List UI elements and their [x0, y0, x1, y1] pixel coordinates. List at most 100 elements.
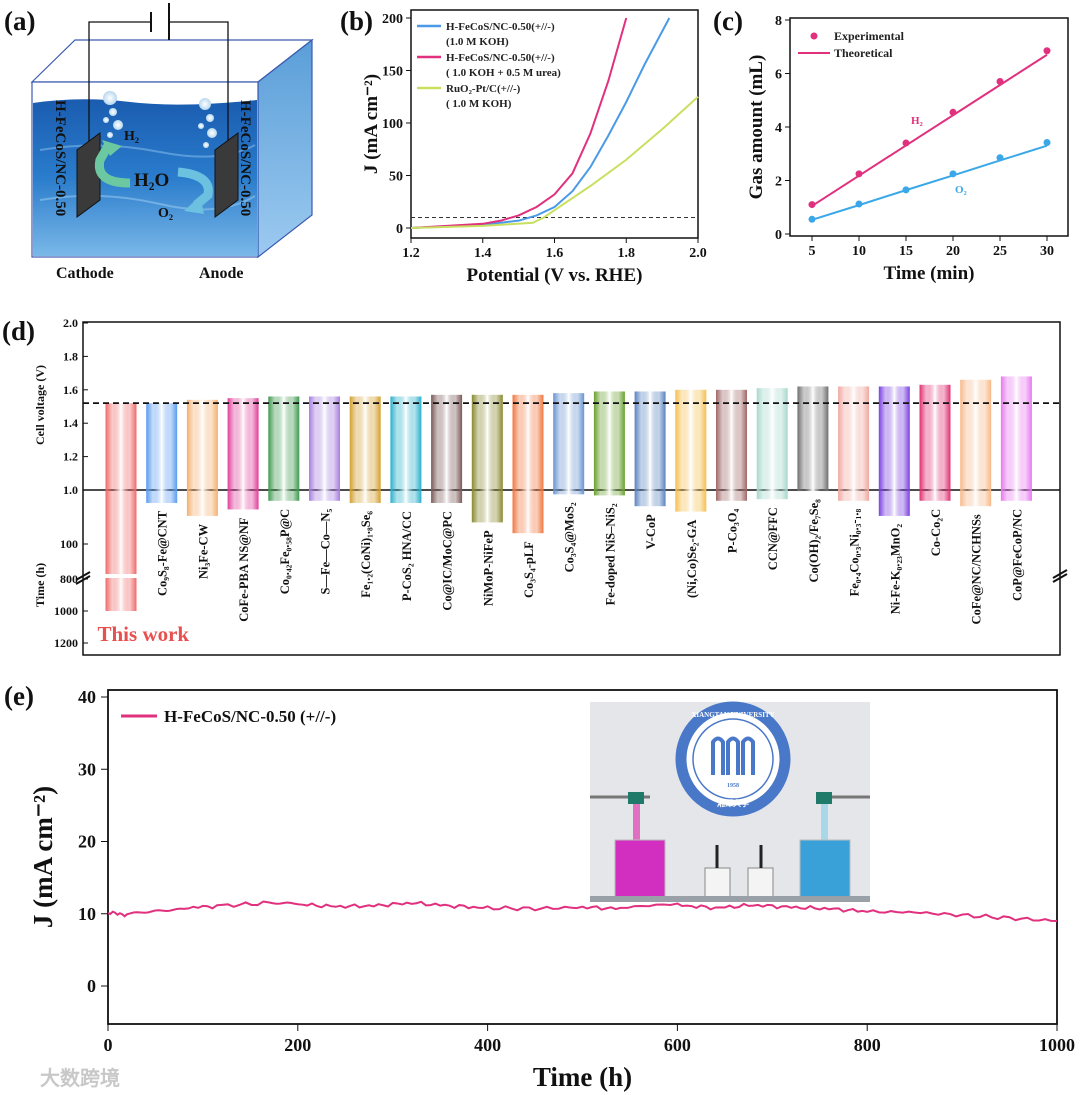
legend-sublabel: (1.0 M KOH) — [446, 36, 509, 48]
x-tick-label: 200 — [284, 1035, 311, 1055]
bar-label: (Ni,Co)Se₂-GA — [685, 520, 699, 598]
y-tick-label: 8 — [775, 14, 782, 29]
y-tick-label: 2.0 — [63, 316, 78, 330]
bar-label: Co(OH)₂/Fe₇Se₈ — [807, 499, 821, 583]
x-tick-label: 1.4 — [474, 246, 492, 261]
voltage-bar — [431, 394, 463, 490]
voltage-bar — [919, 384, 951, 490]
anode-label: Anode — [199, 265, 243, 282]
wire-right — [170, 21, 229, 145]
plot-frame — [789, 17, 1069, 237]
voltage-bar — [227, 398, 259, 490]
y-tick-label: 1.4 — [63, 416, 78, 430]
bar-label: V-CoP — [644, 514, 658, 550]
voltage-bar — [349, 396, 381, 490]
bar-label: NiMoP-NiFeP — [481, 530, 495, 606]
bar-label: CoFe-PBA NS@NF — [237, 517, 251, 622]
seal-emblem — [711, 736, 755, 775]
x-axis-title: Potential (V vs. RHE) — [467, 265, 643, 286]
y-tick-label: 1.0 — [63, 483, 78, 497]
cell-right — [747, 867, 774, 899]
time-bar — [553, 490, 585, 495]
axis-break-icon — [1052, 569, 1068, 583]
h2-series-label: H₂ — [911, 115, 924, 127]
y-tick-label: 20 — [78, 832, 96, 852]
voltage-bar — [105, 403, 137, 490]
theoretical-line — [811, 53, 1048, 207]
x-axis-title: Time (min) — [884, 263, 975, 284]
bar-label: Co₃S₄-pLF — [522, 541, 536, 598]
voltage-bar — [186, 399, 218, 490]
stopper-left — [628, 792, 644, 804]
o2-series-label: O₂ — [955, 184, 968, 196]
y-tick-label: 0 — [775, 228, 782, 243]
y-tick-label: 1.6 — [63, 383, 78, 397]
bar-break — [105, 574, 137, 578]
legend-label: Experimental — [834, 29, 905, 43]
bar-label: Co₃S₄@MoS₂ — [563, 502, 577, 572]
y-axis-title: Gas amount (mL) — [746, 55, 767, 200]
time-tick-label: 800 — [60, 572, 78, 586]
voltage-bar — [390, 396, 422, 490]
time-bar — [268, 490, 300, 501]
time-bar — [838, 490, 870, 501]
bar-label: Fe₀.₄Co₀.₃Ni₀.₃-₁.₈ — [848, 509, 862, 597]
bar-label: CCN@FFC — [766, 507, 780, 570]
gas-amount-chart: 5 10 15 20 25 30 0 2 4 6 8 Time (min) Gas amount (mL… — [746, 14, 1069, 284]
voltage-bar — [471, 394, 503, 490]
panel-label-c: (c) — [713, 6, 743, 36]
time-bar — [716, 490, 747, 501]
experimental-point — [808, 201, 816, 209]
voltage-bar — [634, 391, 666, 490]
time-bar — [390, 490, 422, 503]
this-work-label: This work — [98, 622, 190, 646]
time-bar — [227, 490, 259, 510]
y-axis-title-voltage: Cell voltage (V) — [33, 365, 47, 445]
y-tick-label: 30 — [78, 759, 96, 779]
x-tick-label: 0 — [104, 1035, 113, 1055]
legend-label: H-FeCoS/NC-0.50 (+//-) — [164, 707, 336, 726]
y-tick-label: 100 — [382, 117, 403, 132]
x-tick-label: 25 — [993, 244, 1007, 259]
plot-frame — [82, 321, 1061, 656]
experimental-point — [902, 186, 910, 194]
time-tick-label: 100 — [60, 537, 78, 551]
x-tick-label: 10 — [852, 244, 866, 259]
y-tick-label: 200 — [382, 12, 403, 27]
legend-label: Theoretical — [834, 46, 893, 60]
voltage-bar — [593, 391, 625, 490]
voltage-bar — [1000, 376, 1032, 490]
time-bar — [960, 490, 992, 507]
voltage-bar — [309, 396, 340, 490]
legend-label: H-FeCoS/NC-0.50(+//-) — [446, 21, 555, 33]
x-tick-label: 600 — [664, 1035, 691, 1055]
legend-label: RuO₂-Pt/C(+//-) — [446, 83, 521, 95]
cell-left — [704, 867, 731, 899]
experimental-point — [996, 78, 1004, 86]
bar-label: S—Fe—Co—N₅ — [319, 509, 333, 595]
y-tick-label: 1.2 — [63, 450, 78, 464]
time-bar — [471, 490, 503, 523]
panel-label-b: (b) — [340, 6, 373, 36]
voltage-bar — [960, 379, 992, 490]
time-bar — [675, 490, 707, 512]
bar-label: Ni-Fe-K₀.₂₃MnO₂ — [888, 524, 902, 615]
time-bar — [105, 490, 137, 611]
arrow-head-icon — [102, 140, 122, 156]
o2-label: O₂ — [158, 206, 173, 221]
bar-label: Co₉S₈-Fe@CNT — [156, 510, 170, 596]
anode-material-label: H-FeCoS/NC-0.50 — [237, 100, 253, 216]
x-tick-label: 1.2 — [402, 246, 420, 261]
arrow-to-o2-icon — [177, 167, 213, 209]
voltage-bar — [512, 394, 544, 490]
time-bar — [309, 490, 340, 501]
legend-label: H-FeCoS/NC-0.50(+//-) — [446, 52, 555, 64]
x-tick-label: 20 — [946, 244, 960, 259]
voltage-bar — [756, 388, 788, 490]
voltage-bar — [675, 389, 707, 490]
x-tick-label: 1000 — [1039, 1035, 1075, 1055]
stability-chart: 0 200 400 600 800 1000 0 10 20 30 40 Time (h) J (mA … — [28, 687, 1075, 1092]
x-tick-label: 5 — [809, 244, 816, 259]
seal-year: 1958 — [727, 783, 739, 789]
